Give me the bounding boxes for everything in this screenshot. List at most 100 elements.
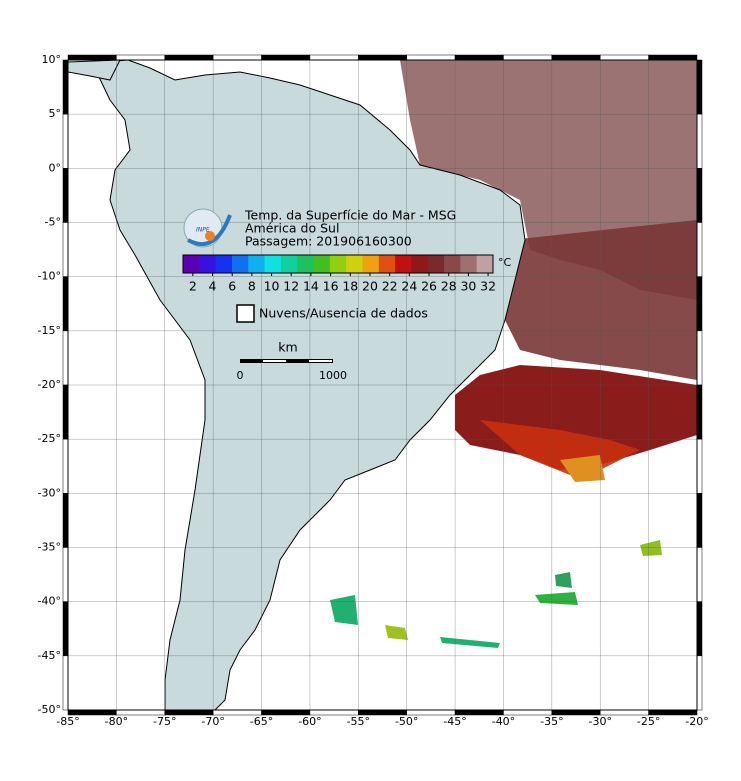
frame-segment [62, 330, 69, 386]
frame-segment [62, 438, 69, 494]
colorbar-segment [280, 255, 298, 273]
colorbar-segment [411, 255, 429, 273]
colorbar-tick-label: 4 [209, 279, 217, 294]
colorbar-tick-label: 30 [460, 279, 476, 294]
x-tick-label: -60° [298, 715, 321, 728]
x-tick-label: -25° [637, 715, 660, 728]
colorbar-tick-label: 14 [303, 279, 319, 294]
frame-segment [696, 168, 703, 223]
x-tick-label: -40° [492, 715, 515, 728]
colorbar-tick-label: 26 [421, 279, 437, 294]
frame-segment [696, 547, 703, 602]
frame-segment [696, 330, 703, 386]
colorbar-tick-label: 24 [401, 279, 417, 294]
frame-segment [696, 655, 703, 711]
colorbar: 2 4 6 8 10 12 14 16 18 20 22 24 26 28 30 32°C [182, 254, 512, 294]
colorbar-segment [346, 255, 363, 273]
x-tick-label: -45° [443, 715, 466, 728]
region: América do Sul [245, 221, 339, 236]
frame-segment [62, 59, 69, 115]
x-tick-label: -35° [540, 715, 563, 728]
pass-time: Passagem: 201906160300 [245, 234, 412, 249]
colorbar-segment [183, 255, 200, 273]
frame-segment [62, 222, 69, 277]
scale-bar: km 0 1000 [237, 340, 348, 383]
colorbar-segment [264, 255, 282, 273]
y-tick-label: -25° [38, 432, 61, 445]
logo-text: INPE [196, 227, 210, 234]
frame [62, 54, 703, 716]
colorbar-unit: °C [498, 256, 512, 269]
colorbar-tick-label: 28 [441, 279, 457, 294]
frame-segment [62, 168, 69, 223]
frame-segment [62, 493, 69, 548]
frame-segment [696, 113, 703, 169]
y-tick-label: -45° [38, 649, 61, 662]
legend-swatch [236, 304, 255, 323]
colorbar-segment [460, 255, 478, 273]
scale-tick: 1000 [319, 369, 347, 382]
colorbar-segment [215, 255, 233, 273]
colorbar-tick-label: 22 [382, 279, 398, 294]
y-tick-label: -5° [45, 216, 61, 229]
frame-segment [116, 54, 166, 61]
frame-segment [696, 601, 703, 657]
colorbar-tick-label: 20 [362, 279, 378, 294]
frame-segment [696, 438, 703, 494]
colorbar-segment [313, 255, 331, 273]
frame-segment [696, 59, 703, 115]
y-tick-label: 0° [49, 161, 62, 174]
frame-segment [62, 113, 69, 169]
frame-segment [696, 276, 703, 332]
frame-segment [62, 276, 69, 332]
title: Temp. da Superfície do Mar - MSG [244, 208, 456, 223]
y-tick-label: -30° [38, 486, 61, 499]
y-tick-label: -35° [38, 541, 61, 554]
colorbar-tick-label: 32 [480, 279, 496, 294]
colorbar-segment [444, 255, 461, 273]
sst-field [330, 60, 697, 648]
y-tick-label: -20° [38, 378, 61, 391]
frame-segment [62, 384, 69, 440]
frame-segment [599, 54, 649, 61]
colorbar-tick-label: 2 [189, 279, 197, 294]
colorbar-tick-label: 8 [248, 279, 256, 294]
frame-segment [62, 655, 69, 711]
x-tick-label: -75° [153, 715, 176, 728]
colorbar-tick-label: 6 [228, 279, 236, 294]
scale-unit: km [278, 340, 297, 355]
colorbar-segment [329, 255, 347, 273]
frame-segment [358, 54, 407, 61]
colorbar-tick-label: 18 [342, 279, 358, 294]
legend-label: Nuvens/Ausencia de dados [259, 306, 428, 321]
frame-segment [648, 54, 698, 61]
colorbar-outline [182, 254, 494, 274]
frame-segment [696, 222, 703, 277]
colorbar-segment [362, 255, 380, 273]
x-tick-label: -65° [250, 715, 273, 728]
x-tick-label: -70° [201, 715, 224, 728]
frame-outline [67, 59, 698, 711]
frame-segment [212, 54, 262, 61]
x-tick-label: -55° [347, 715, 370, 728]
y-tick-label: 5° [49, 107, 62, 120]
frame-segment [696, 384, 703, 440]
y-tick-label: -10° [38, 270, 61, 283]
logo: INPE [183, 208, 232, 248]
frame-segment [309, 54, 359, 61]
colorbar-segment [395, 255, 412, 273]
x-tick-label: -80° [105, 715, 128, 728]
y-tick-label: -50° [38, 703, 61, 716]
x-tick-label: -20° [685, 715, 708, 728]
colorbar-segment [248, 255, 266, 273]
colorbar-tick-label: 12 [283, 279, 299, 294]
frame-segment [261, 54, 311, 61]
frame-segment [503, 54, 553, 61]
colorbar-segment [476, 255, 494, 273]
colorbar-segment [297, 255, 315, 273]
colorbar-segment [427, 255, 445, 273]
frame-segment [62, 547, 69, 602]
colorbar-tick-label: 16 [323, 279, 339, 294]
scale-tick: 0 [237, 369, 244, 382]
